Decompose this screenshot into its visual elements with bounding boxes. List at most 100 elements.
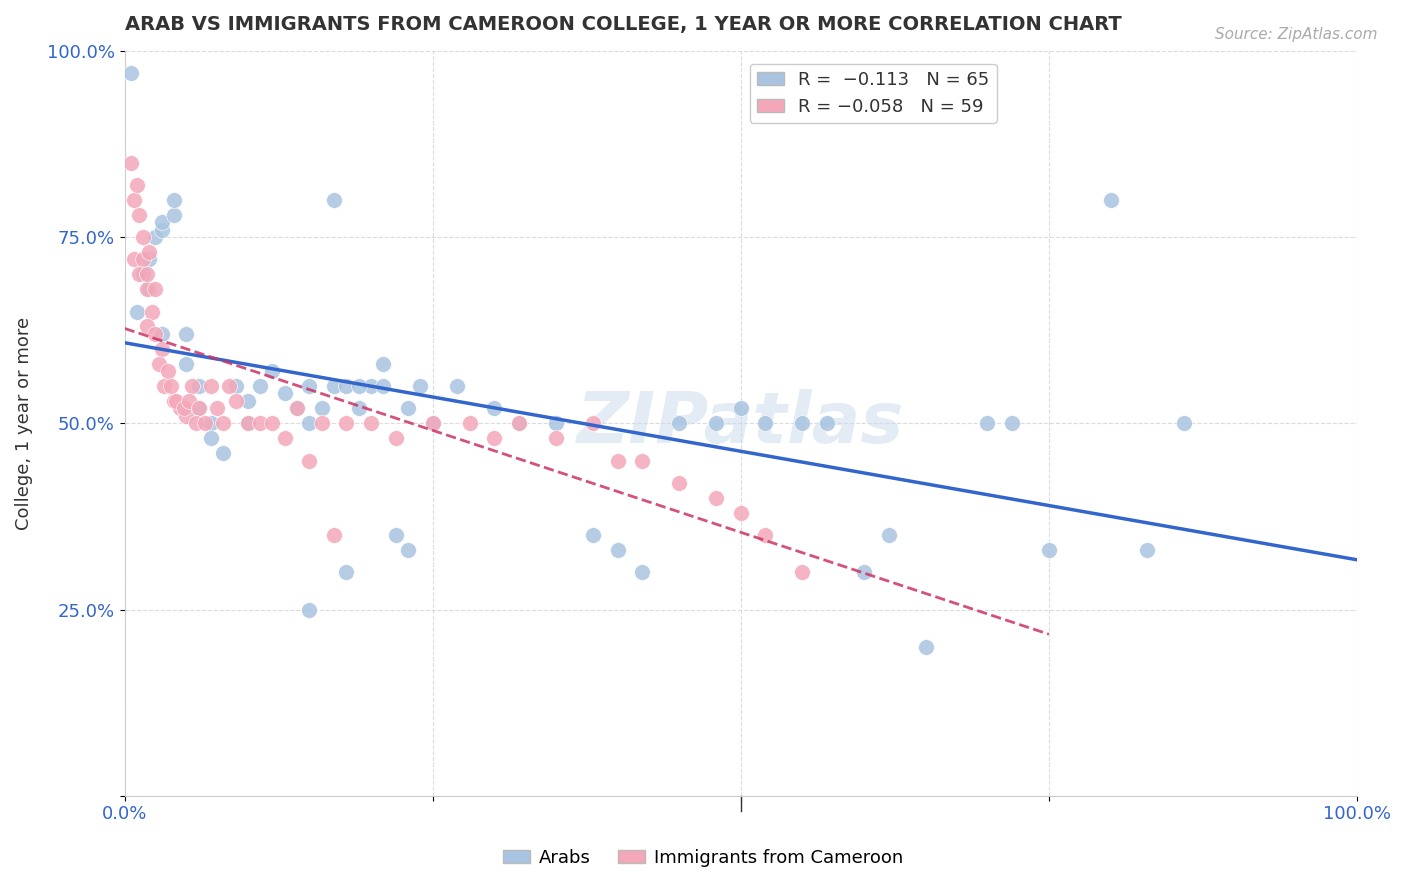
Point bbox=[138, 252, 160, 267]
Point bbox=[124, 193, 146, 207]
Point bbox=[484, 401, 506, 416]
Point bbox=[173, 401, 195, 416]
Point bbox=[212, 446, 235, 460]
Point bbox=[163, 393, 186, 408]
Point bbox=[174, 326, 197, 341]
Point bbox=[141, 304, 163, 318]
Point bbox=[135, 268, 157, 282]
Point bbox=[205, 401, 228, 416]
Point bbox=[409, 379, 432, 393]
Point bbox=[225, 393, 247, 408]
Point bbox=[582, 417, 605, 431]
Point bbox=[335, 566, 357, 580]
Point bbox=[163, 208, 186, 222]
Point bbox=[236, 393, 259, 408]
Point bbox=[138, 244, 160, 259]
Point bbox=[582, 528, 605, 542]
Point bbox=[145, 230, 167, 244]
Point bbox=[145, 282, 167, 296]
Point bbox=[156, 364, 179, 378]
Point bbox=[544, 417, 567, 431]
Point bbox=[298, 417, 321, 431]
Point bbox=[125, 178, 148, 192]
Point bbox=[160, 379, 183, 393]
Point bbox=[150, 222, 173, 236]
Text: Source: ZipAtlas.com: Source: ZipAtlas.com bbox=[1215, 27, 1378, 42]
Point bbox=[606, 453, 628, 467]
Point bbox=[1136, 543, 1159, 558]
Point bbox=[274, 431, 297, 445]
Point bbox=[187, 401, 209, 416]
Point bbox=[976, 417, 998, 431]
Point bbox=[236, 417, 259, 431]
Point bbox=[187, 379, 209, 393]
Point bbox=[914, 640, 936, 654]
Point bbox=[323, 528, 346, 542]
Point bbox=[249, 417, 271, 431]
Point bbox=[606, 543, 628, 558]
Point bbox=[200, 417, 222, 431]
Point bbox=[704, 417, 727, 431]
Point bbox=[174, 357, 197, 371]
Point bbox=[631, 453, 654, 467]
Point bbox=[124, 252, 146, 267]
Point bbox=[877, 528, 900, 542]
Point bbox=[335, 417, 357, 431]
Point bbox=[323, 193, 346, 207]
Point bbox=[225, 379, 247, 393]
Point bbox=[422, 417, 444, 431]
Point bbox=[285, 401, 308, 416]
Point bbox=[150, 342, 173, 356]
Point bbox=[200, 379, 222, 393]
Point bbox=[262, 364, 284, 378]
Point bbox=[668, 475, 690, 490]
Text: ZIPatlas: ZIPatlas bbox=[576, 389, 904, 458]
Point bbox=[150, 326, 173, 341]
Point bbox=[165, 393, 187, 408]
Point bbox=[125, 304, 148, 318]
Point bbox=[384, 431, 406, 445]
Point bbox=[730, 506, 752, 520]
Point bbox=[148, 357, 170, 371]
Point bbox=[285, 401, 308, 416]
Point bbox=[169, 401, 191, 416]
Point bbox=[236, 417, 259, 431]
Point bbox=[218, 379, 240, 393]
Point bbox=[1099, 193, 1122, 207]
Point bbox=[754, 417, 776, 431]
Point bbox=[853, 566, 876, 580]
Point bbox=[335, 379, 357, 393]
Point bbox=[298, 379, 321, 393]
Point bbox=[184, 417, 207, 431]
Point bbox=[150, 215, 173, 229]
Point bbox=[422, 417, 444, 431]
Point bbox=[262, 417, 284, 431]
Point bbox=[347, 401, 370, 416]
Point bbox=[120, 155, 142, 169]
Point bbox=[194, 417, 217, 431]
Point bbox=[373, 357, 395, 371]
Y-axis label: College, 1 year or more: College, 1 year or more bbox=[15, 317, 32, 530]
Point bbox=[274, 386, 297, 401]
Point bbox=[396, 401, 419, 416]
Point bbox=[135, 319, 157, 334]
Point bbox=[177, 393, 200, 408]
Point bbox=[508, 417, 530, 431]
Point bbox=[212, 417, 235, 431]
Point bbox=[249, 379, 271, 393]
Point bbox=[730, 401, 752, 416]
Point bbox=[373, 379, 395, 393]
Point bbox=[704, 491, 727, 505]
Point bbox=[135, 282, 157, 296]
Point bbox=[298, 602, 321, 616]
Point bbox=[754, 528, 776, 542]
Point bbox=[163, 193, 186, 207]
Point bbox=[145, 326, 167, 341]
Point bbox=[446, 379, 468, 393]
Point bbox=[484, 431, 506, 445]
Point bbox=[132, 268, 155, 282]
Point bbox=[815, 417, 838, 431]
Point bbox=[360, 417, 382, 431]
Point bbox=[132, 252, 155, 267]
Point bbox=[120, 66, 142, 80]
